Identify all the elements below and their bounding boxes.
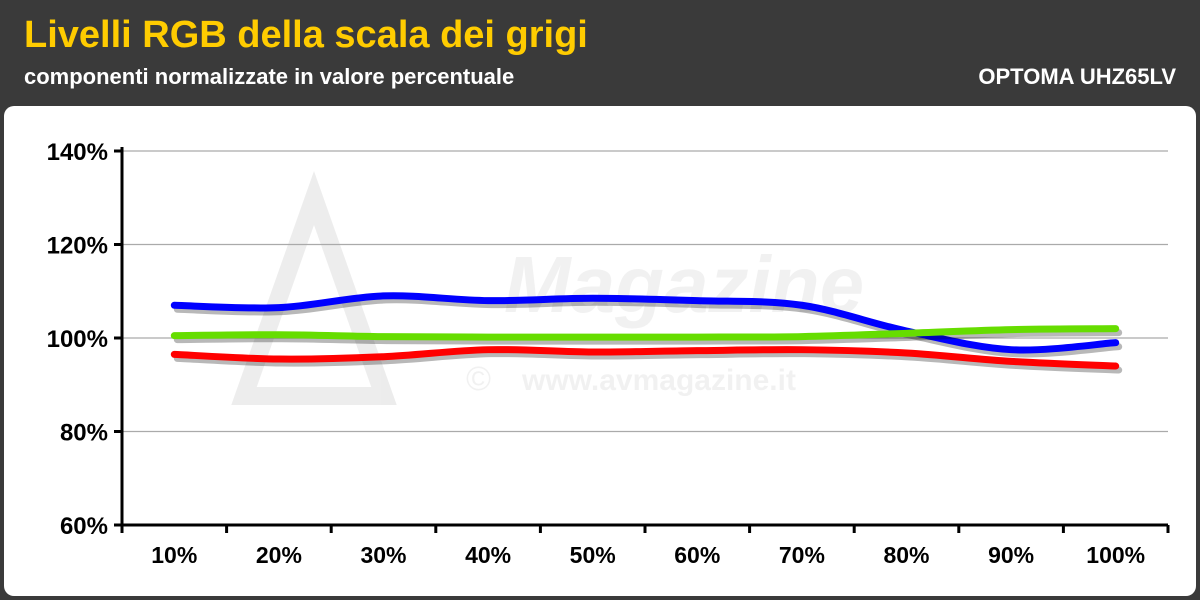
y-tick-label: 60%: [60, 513, 108, 540]
chart-subtitle: componenti normalizzate in valore percen…: [24, 64, 515, 89]
x-tick-label: 60%: [674, 542, 720, 568]
y-tick-label: 100%: [47, 326, 108, 353]
x-tick-label: 10%: [151, 542, 197, 568]
watermark-brand: Magazine: [504, 240, 864, 329]
model-name: OPTOMA UHZ65LV: [978, 64, 1176, 89]
plot-panel: Magazine www.avmagazine.it © 60% 80% 100% 1…: [4, 106, 1196, 596]
x-tick-label: 70%: [779, 542, 825, 568]
y-tick-label: 80%: [60, 420, 108, 447]
x-tick-label: 20%: [256, 542, 302, 568]
red-series-line: [170, 346, 1120, 370]
series-line-shadow: [173, 329, 1123, 345]
x-tick-label: 100%: [1086, 542, 1145, 568]
x-tick-label: 40%: [465, 542, 511, 568]
x-tick-label: 80%: [883, 542, 929, 568]
y-tick-label: 140%: [47, 139, 108, 166]
blue-series-line: [170, 292, 1120, 354]
series-line-shadow: [173, 350, 1123, 374]
watermark-url: www.avmagazine.it: [521, 364, 796, 397]
x-tick-label: 30%: [360, 542, 406, 568]
x-tick-label: 90%: [988, 542, 1034, 568]
x-tick-label: 50%: [570, 542, 616, 568]
line-chart: Magazine www.avmagazine.it © 60% 80% 100% 1…: [47, 139, 1170, 568]
watermark-logo: Magazine www.avmagazine.it ©: [231, 170, 864, 405]
y-tick-label: 120%: [47, 233, 108, 260]
chart-title: Livelli RGB della scala dei grigi: [24, 14, 588, 56]
watermark-copyright-icon: ©: [466, 360, 491, 398]
green-series-line: [170, 325, 1120, 341]
